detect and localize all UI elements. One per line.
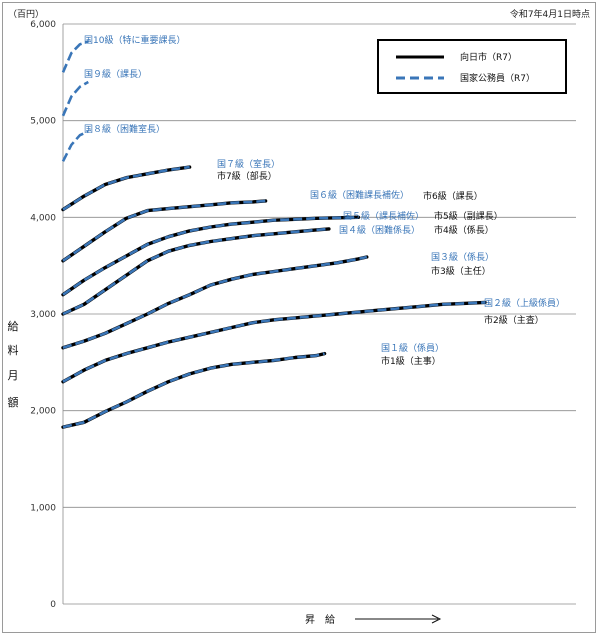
series-label-national: 国４級（困難係長） [339, 224, 420, 236]
series-line-city [61, 255, 369, 350]
series-label-national: 国９級（課長） [84, 68, 147, 80]
y-axis-label: 給 料 月 額 [8, 319, 19, 409]
series-label-national: 国１級（係員） [381, 342, 444, 354]
y-tick-label: 2,000 [30, 407, 56, 417]
series-label-national: 国５級（課長補佐） [343, 210, 424, 222]
unit-label: （百円） [8, 9, 44, 20]
legend-box [377, 39, 567, 94]
series-line-national [62, 216, 359, 296]
series-label-national: 国２級（上級係員） [484, 297, 565, 309]
series-line-city [61, 351, 327, 429]
series-label-city: 市6級（課長） [423, 190, 483, 202]
series-line-national [62, 255, 368, 350]
y-axis-label-char: 月 [8, 369, 19, 382]
x-axis-arrow-head [431, 614, 442, 624]
y-axis-label-char: 額 [8, 396, 19, 409]
series-label-city: 市1級（主事） [381, 355, 441, 367]
legend-label-national: 国家公務員（R7） [460, 72, 535, 84]
y-axis-label-char: 給 [8, 319, 19, 333]
series-line-national [62, 301, 486, 383]
series-line-city [61, 165, 192, 212]
legend: 向日市（R7） 国家公務員（R7） [377, 39, 567, 94]
series-line-national [61, 40, 89, 73]
series-lines [61, 40, 487, 429]
y-tick-label: 0 [50, 600, 56, 610]
series-label-national: 国７級（室長） [217, 158, 280, 170]
series-line-national [62, 165, 190, 211]
series-label-city: 市7級（部長） [217, 170, 277, 182]
y-tick-labels: 0 1,000 2,000 3,000 4,000 5,000 6,000 [30, 20, 56, 610]
series-line-national [61, 80, 89, 117]
series-label-city: 市5級（副課長） [434, 210, 503, 222]
y-tick-label: 5,000 [30, 117, 56, 127]
series-label-national: 国６級（困難課長補佐） [310, 189, 409, 201]
series-label-national: 国３級（係長） [431, 251, 494, 263]
series-line-city [61, 227, 331, 316]
series-label-national: 国10級（特に重要課長） [84, 34, 185, 46]
series-line-national [62, 352, 325, 429]
y-tick-label: 6,000 [30, 20, 56, 30]
series-line-national [62, 227, 330, 316]
legend-label-city: 向日市（R7） [460, 51, 517, 63]
series-label-city: 市4級（係長） [434, 224, 494, 236]
y-tick-label: 3,000 [30, 310, 56, 320]
as-of-date: 令和7年4月1日時点 [510, 8, 590, 20]
series-label-city: 市3級（主任） [431, 265, 491, 277]
y-axis-label-char: 料 [8, 343, 19, 357]
series-label-national: 国８級（困難室長） [84, 123, 165, 135]
y-tick-label: 1,000 [30, 503, 56, 513]
y-tick-label: 4,000 [30, 213, 56, 223]
series-labels: 国１級（係員）市1級（主事） 国２級（上級係員） 市2級（主査） 国３級（係長） 市3級… [84, 34, 565, 367]
series-line-national [62, 199, 266, 262]
series-label-city: 市2級（主査） [484, 314, 544, 326]
x-axis-label-text: 昇 給 [305, 613, 335, 626]
x-axis-label: 昇 給 [305, 613, 442, 626]
series-line-national [61, 130, 89, 162]
